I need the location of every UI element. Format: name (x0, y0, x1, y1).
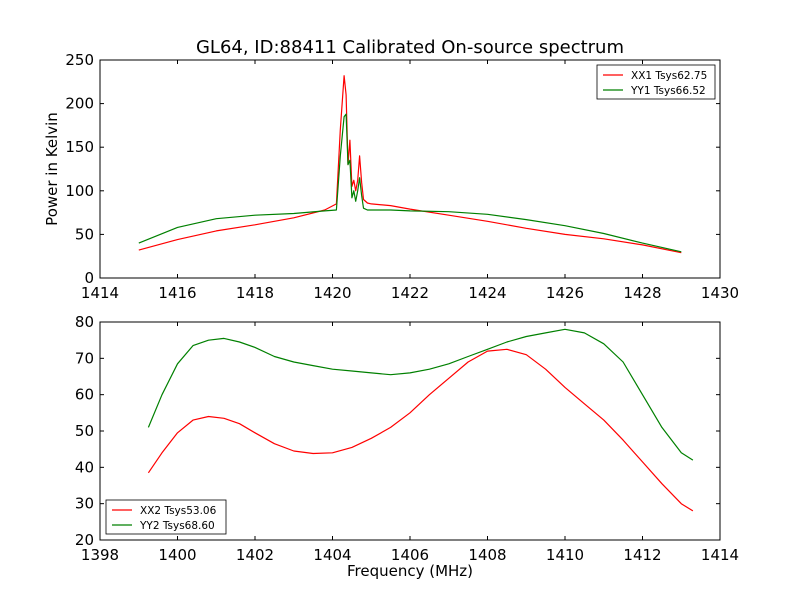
y-tick-label: 250 (65, 51, 94, 69)
y-axis-label: Power in Kelvin (43, 112, 61, 226)
x-tick-label: 1402 (236, 546, 274, 564)
x-tick-label: 1406 (391, 546, 429, 564)
y-tick-label: 100 (65, 182, 94, 200)
x-tick-label: 1422 (391, 284, 429, 302)
chart-panel-1: 1414 1416 1418 1420 1422 1424 1426 1428 1430 0 50 1… (43, 51, 739, 302)
x-tick-label: 1414 (701, 546, 739, 564)
legend: XX1 Tsys62.75 YY1 Tsys66.52 (596, 64, 716, 100)
y-tick-label: 70 (75, 349, 94, 367)
y-tick-label: 200 (65, 95, 94, 113)
legend-label: XX2 Tsys53.06 (140, 505, 217, 517)
series-line-2 (138, 113, 682, 253)
x-tick-label: 1416 (158, 284, 196, 302)
y-tick-label: 0 (84, 269, 94, 287)
legend: XX2 Tsys53.06 YY2 Tsys68.60 (105, 499, 227, 535)
legend-label: YY2 Tsys68.60 (139, 520, 215, 532)
legend-box (105, 499, 227, 535)
figure-title: GL64, ID:88411 Calibrated On-source spec… (196, 37, 624, 58)
x-tick-label: 1420 (313, 284, 351, 302)
series-line-2 (147, 328, 694, 461)
x-tick-label: 1404 (313, 546, 351, 564)
x-tick-label: 1398 (81, 546, 119, 564)
series-line-1 (147, 348, 694, 512)
x-tick-label: 1430 (701, 284, 739, 302)
legend-box (596, 64, 716, 100)
y-tick-label: 80 (75, 313, 94, 331)
y-tick-label: 50 (75, 225, 94, 243)
legend-label: YY1 Tsys66.52 (630, 85, 706, 97)
y-tick-label: 30 (75, 495, 94, 513)
x-tick-label: 1410 (546, 546, 584, 564)
x-axis-label: Frequency (MHz) (347, 562, 473, 580)
x-tick-label: 1424 (468, 284, 506, 302)
x-tick-label: 1412 (623, 546, 661, 564)
x-tick-label: 1428 (623, 284, 661, 302)
x-tick-label: 1418 (236, 284, 274, 302)
y-tick-label: 40 (75, 458, 94, 476)
x-tick-label: 1408 (468, 546, 506, 564)
y-tick-label: 50 (75, 422, 94, 440)
y-tick-label: 20 (75, 531, 94, 549)
x-tick-label: 1426 (546, 284, 584, 302)
x-tick-label: 1414 (81, 284, 119, 302)
x-tick-label: 1400 (158, 546, 196, 564)
y-tick-label: 150 (65, 138, 94, 156)
panels: 1414 1416 1418 1420 1422 1424 1426 1428 14300501… (43, 51, 739, 580)
y-tick-label: 60 (75, 386, 94, 404)
chart-panel-2: 1398 1400 1402 1404 1406 1408 1410 1412 1414 20 30… (75, 313, 739, 580)
legend-label: XX1 Tsys62.75 (631, 70, 707, 82)
